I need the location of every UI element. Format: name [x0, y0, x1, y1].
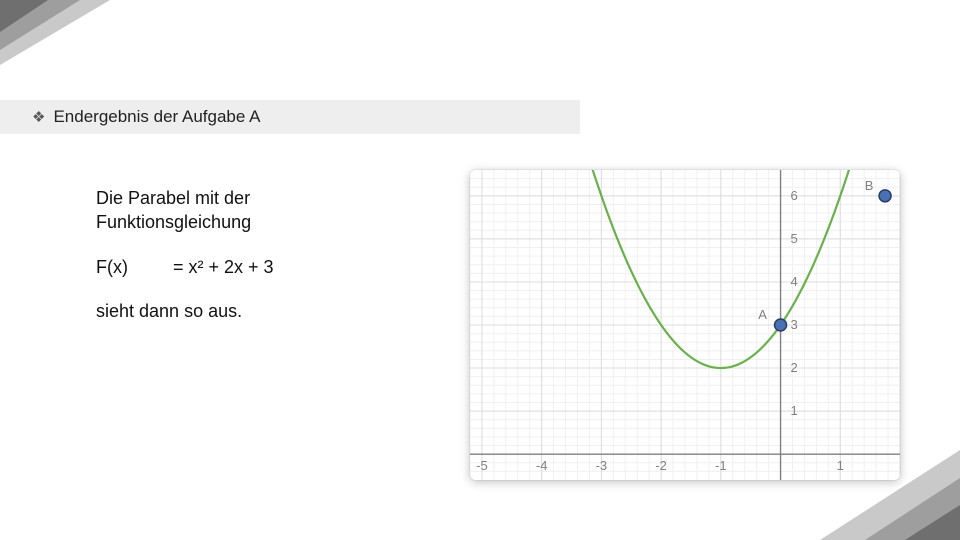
svg-text:5: 5	[791, 231, 798, 246]
svg-text:A: A	[758, 307, 767, 322]
svg-text:-3: -3	[596, 458, 608, 473]
svg-text:3: 3	[791, 317, 798, 332]
svg-text:1: 1	[837, 458, 844, 473]
svg-text:6: 6	[791, 188, 798, 203]
svg-text:-1: -1	[715, 458, 727, 473]
body-line-3: sieht dann so aus.	[96, 299, 416, 323]
slide: ❖ Endergebnis der Aufgabe A Die Parabel …	[0, 0, 960, 540]
function-equation: F(x) = x² + 2x + 3	[96, 255, 416, 279]
heading-title: Endergebnis der Aufgabe A	[53, 107, 260, 127]
chart-panel: -5 -4 -3 -2 -1 1 1 2 3 4 5 6 A B	[470, 170, 900, 480]
body-line-2: Funktionsgleichung	[96, 210, 416, 234]
parabola-chart: -5 -4 -3 -2 -1 1 1 2 3 4 5 6 A B	[470, 170, 900, 480]
svg-text:-2: -2	[655, 458, 667, 473]
svg-text:1: 1	[791, 403, 798, 418]
svg-text:-5: -5	[476, 458, 488, 473]
function-lhs: F(x)	[96, 255, 168, 279]
heading-bullet-icon: ❖	[32, 108, 45, 126]
body-text: Die Parabel mit der Funktionsgleichung F…	[96, 186, 416, 323]
corner-decor-top-left	[0, 0, 140, 80]
svg-text:2: 2	[791, 360, 798, 375]
svg-text:-4: -4	[536, 458, 548, 473]
heading-bar: ❖ Endergebnis der Aufgabe A	[0, 100, 580, 134]
svg-text:B: B	[865, 178, 874, 193]
function-rhs: = x² + 2x + 3	[173, 257, 274, 277]
svg-text:4: 4	[791, 274, 798, 289]
body-line-1: Die Parabel mit der	[96, 186, 416, 210]
